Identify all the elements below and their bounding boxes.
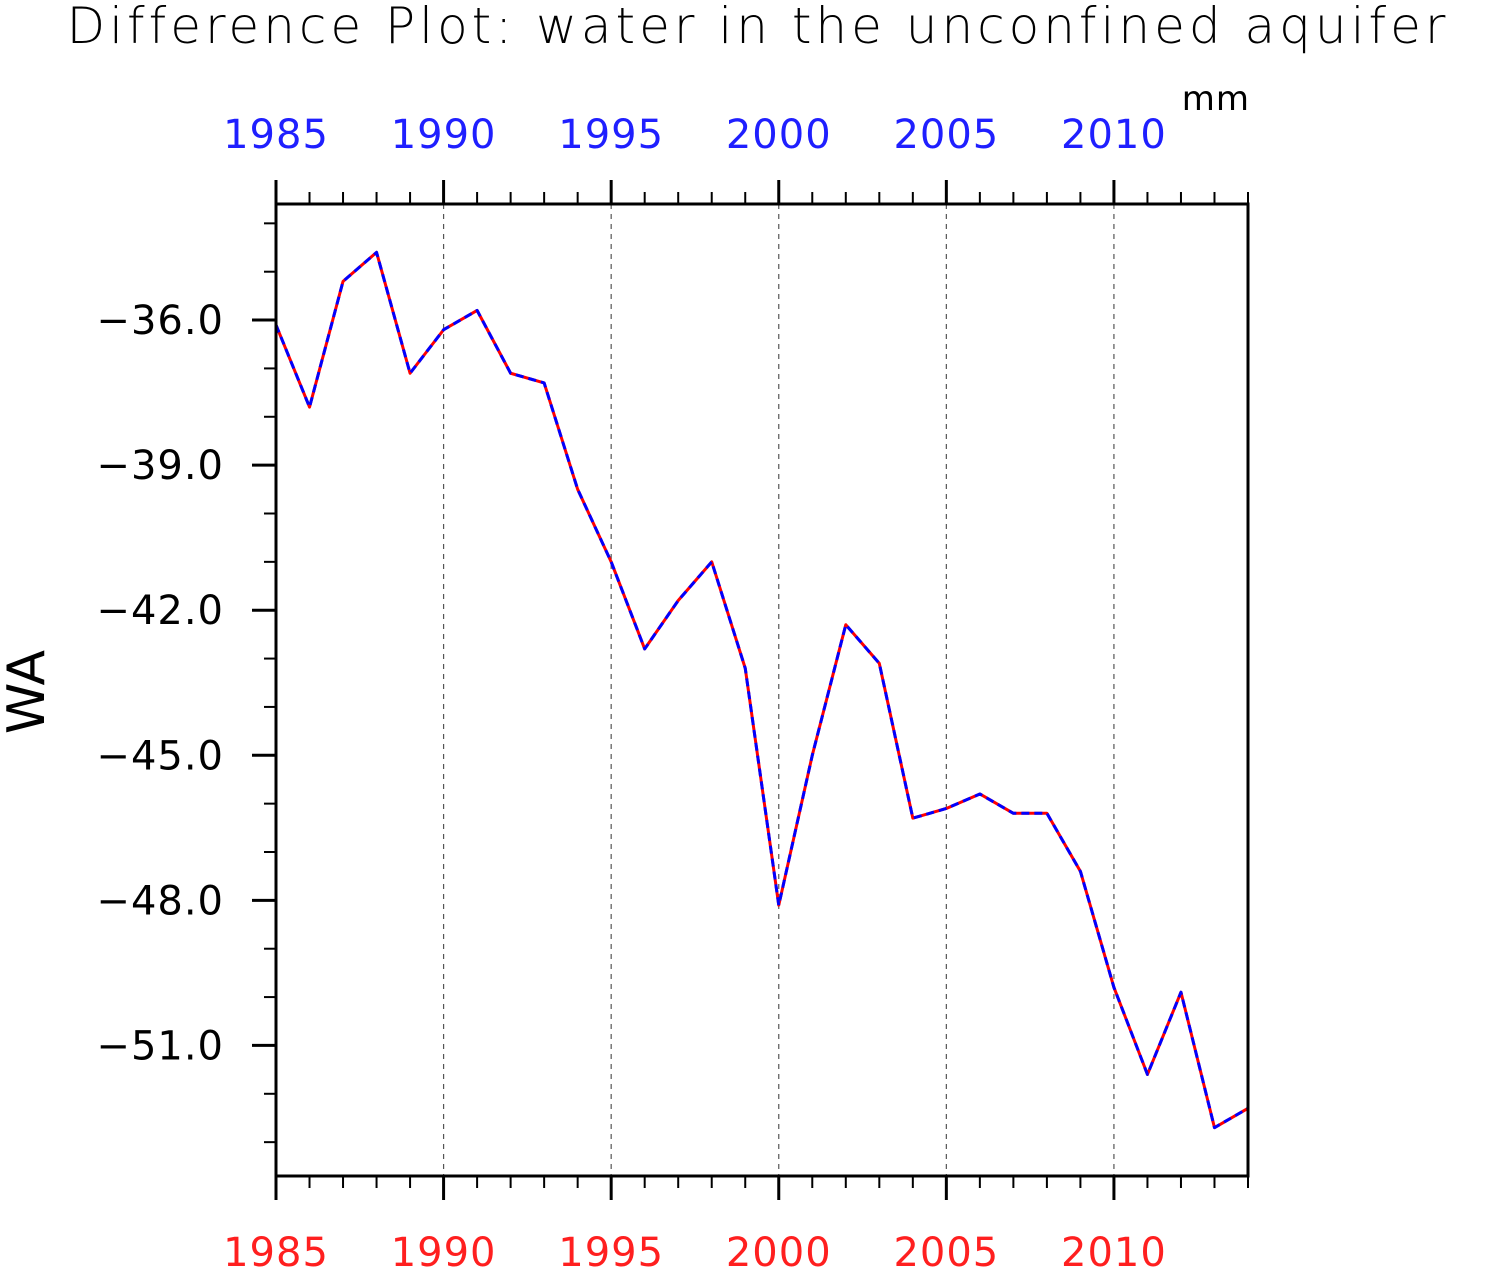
x-tick-label-bottom-1985: 1985 [223, 1230, 329, 1267]
y-tick-label-−45.0: −45.0 [96, 733, 224, 779]
y-tick-label-−51.0: −51.0 [96, 1023, 224, 1069]
x-tick-label-top-1990: 1990 [391, 112, 497, 158]
x-tick-label-bottom-2000: 2000 [726, 1230, 832, 1267]
y-tick-label-−42.0: −42.0 [96, 588, 224, 634]
tick-labels: 1985 1985 1990 1990 1995 1995 2000 2000 2005 2005… [96, 112, 1167, 1267]
units-label: mm [1182, 79, 1250, 119]
x-tick-label-top-1995: 1995 [558, 112, 664, 158]
x-tick-label-top-2000: 2000 [726, 112, 832, 158]
series-line-dashed [274, 250, 1249, 1130]
plot-frame-and-ticks [252, 180, 1250, 1200]
x-tick-label-top-2005: 2005 [893, 112, 999, 158]
series-line-solid [274, 250, 1249, 1130]
y-axis-label: WA [0, 650, 57, 735]
x-tick-label-top-1985: 1985 [223, 112, 329, 158]
y-tick-label-−36.0: −36.0 [96, 298, 224, 344]
y-tick-label-−48.0: −48.0 [96, 878, 224, 924]
grid-lines [442, 204, 1115, 1176]
x-tick-label-bottom-1995: 1995 [558, 1230, 664, 1267]
x-tick-label-top-2010: 2010 [1061, 112, 1167, 158]
chart-title: Difference Plot: water in the unconfined… [67, 0, 1450, 55]
x-tick-label-bottom-1990: 1990 [391, 1230, 497, 1267]
series-lines [274, 250, 1249, 1130]
plot-frame [274, 202, 1250, 1178]
x-tick-label-bottom-2005: 2005 [893, 1230, 999, 1267]
y-tick-label-−39.0: −39.0 [96, 443, 224, 489]
x-tick-label-bottom-2010: 2010 [1061, 1230, 1167, 1267]
